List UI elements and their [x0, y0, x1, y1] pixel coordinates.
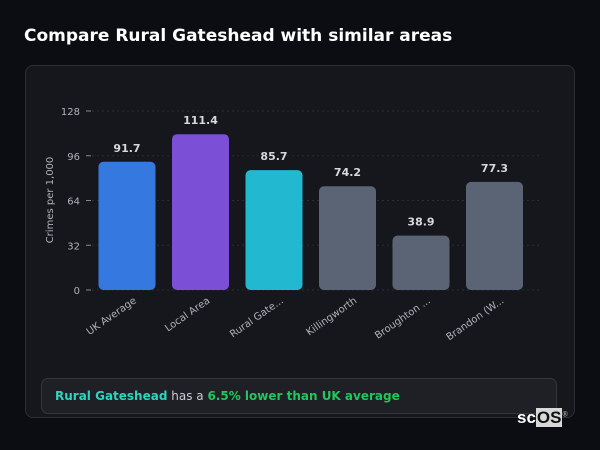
page-title: Compare Rural Gateshead with similar are…	[24, 26, 453, 46]
y-tick-label: 0	[74, 286, 80, 297]
bar	[392, 235, 450, 290]
summary-highlight: 6.5% lower than UK average	[207, 389, 400, 403]
y-tick-label: 32	[67, 241, 80, 252]
data-label: 38.9	[407, 216, 434, 229]
y-tick-label: 96	[67, 152, 80, 163]
bar	[245, 170, 303, 290]
bar	[466, 181, 523, 290]
x-tick-label: Local Area	[163, 295, 212, 334]
x-tick-label: Broughton ...	[373, 295, 433, 341]
scos-logo: scOS®	[517, 408, 568, 427]
x-tick-label: Rural Gate...	[228, 295, 286, 340]
x-tick-label: UK Average	[85, 295, 139, 337]
bar	[319, 186, 376, 290]
y-tick-label: 128	[61, 107, 80, 118]
x-tick-label: Brandon (W...	[445, 295, 507, 343]
data-label: 91.7	[113, 142, 140, 155]
data-label: 77.3	[481, 162, 508, 175]
y-tick-label: 64	[67, 197, 80, 208]
data-label: 85.7	[260, 150, 287, 163]
x-tick-label: Killingworth	[305, 295, 360, 338]
summary-text: has a	[167, 389, 208, 403]
bar	[172, 134, 229, 290]
y-axis-label: Crimes per 1,000	[45, 157, 56, 244]
data-label: 111.4	[183, 114, 218, 127]
data-label: 74.2	[334, 166, 361, 179]
summary-area: Rural Gateshead	[55, 389, 168, 403]
summary-box: Rural Gateshead has a 6.5% lower than UK…	[41, 378, 557, 414]
bar	[98, 161, 156, 290]
